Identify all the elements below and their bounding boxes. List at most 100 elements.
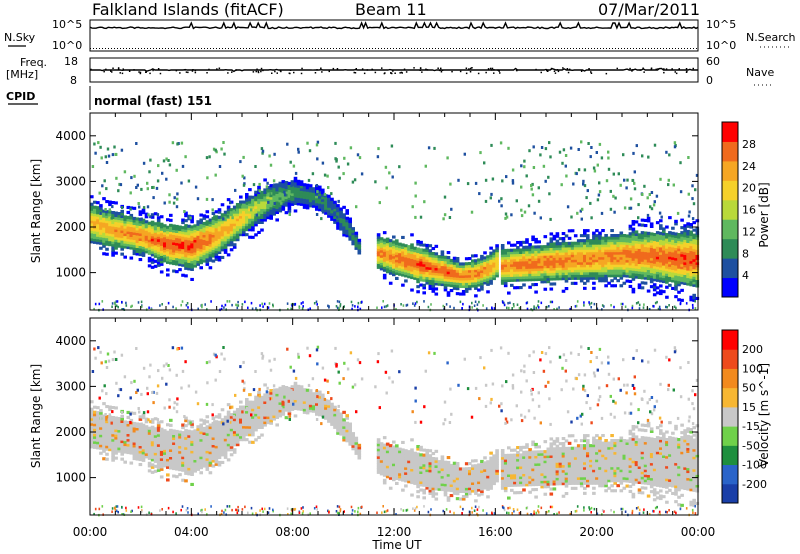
power-cell xyxy=(677,248,681,252)
power-cell xyxy=(223,218,228,222)
nave-dot xyxy=(179,72,181,74)
power-cell xyxy=(616,264,620,268)
power-cell xyxy=(257,200,261,204)
power-cell xyxy=(239,195,243,199)
power-cell xyxy=(619,266,624,270)
power-cell xyxy=(345,226,349,230)
velocity-cell xyxy=(220,428,225,432)
power-cell xyxy=(239,160,242,164)
power-cell xyxy=(392,258,396,262)
power-cell xyxy=(410,245,414,249)
power-cell xyxy=(659,241,663,245)
nave-dot xyxy=(441,69,444,71)
power-cell xyxy=(202,216,207,220)
power-cell xyxy=(652,238,657,242)
nave-dot xyxy=(497,69,499,71)
power-cell xyxy=(257,230,261,234)
power-cell xyxy=(184,241,188,245)
power-cell xyxy=(114,231,118,235)
power-cell xyxy=(157,164,160,168)
power-cell xyxy=(549,277,554,281)
power-cell xyxy=(175,257,179,261)
power-cell xyxy=(395,266,399,270)
power-cell xyxy=(547,175,550,179)
power-cell xyxy=(598,274,602,278)
power-cell xyxy=(184,264,188,268)
power-cell xyxy=(583,249,587,253)
velocity-cell xyxy=(199,458,203,462)
power-cell xyxy=(132,239,137,243)
power-cell xyxy=(416,257,420,261)
power-cell xyxy=(640,248,645,252)
power-cell xyxy=(646,241,651,245)
velocity-cell xyxy=(178,455,182,459)
power-cell xyxy=(257,198,261,202)
power-cell xyxy=(296,194,301,198)
power-cell xyxy=(610,251,614,255)
velocity-cell xyxy=(245,420,249,424)
power-cell xyxy=(184,234,188,238)
power-cell xyxy=(169,246,173,250)
power-cell xyxy=(589,274,593,278)
power-cell xyxy=(193,226,197,230)
power-cell xyxy=(495,261,499,265)
power-cell xyxy=(537,247,541,251)
power-cell xyxy=(555,274,560,278)
power-cell xyxy=(117,234,121,238)
velocity-cell xyxy=(105,440,109,444)
power-cell xyxy=(217,210,222,214)
power-cell xyxy=(570,271,575,275)
power-cell xyxy=(223,225,228,229)
velocity-cell xyxy=(184,444,188,448)
nave-dot xyxy=(321,71,323,73)
power-cell xyxy=(214,222,219,226)
power-cell xyxy=(202,214,207,218)
velocity-cell xyxy=(90,425,94,429)
velocity-cell xyxy=(120,452,124,456)
power-cell xyxy=(437,270,442,274)
power-cell xyxy=(534,260,538,264)
power-cell xyxy=(601,274,605,278)
velocity-cell xyxy=(223,450,228,454)
power-cell xyxy=(616,239,620,243)
power-cell xyxy=(416,267,420,271)
power-cell xyxy=(665,258,669,262)
power-cell xyxy=(187,262,191,266)
velocity-cell xyxy=(187,457,191,461)
power-cell xyxy=(540,275,544,279)
velocity-cell xyxy=(245,425,249,429)
velocity-cell xyxy=(239,425,243,429)
velocity-cell xyxy=(105,415,109,419)
power-cell xyxy=(390,144,394,148)
power-cell xyxy=(392,250,396,254)
power-cell xyxy=(513,268,517,272)
power-cell xyxy=(619,249,624,253)
power-cell xyxy=(449,281,454,285)
power-cell xyxy=(382,251,387,255)
velocity-cell xyxy=(147,451,152,455)
velocity-cell xyxy=(223,443,228,447)
power-cell xyxy=(622,153,625,157)
power-cell xyxy=(223,213,228,217)
power-cell xyxy=(695,219,700,223)
power-cell xyxy=(135,224,140,228)
power-cell xyxy=(281,185,286,189)
power-cell xyxy=(495,274,499,278)
power-cell xyxy=(486,277,490,281)
power-cell xyxy=(268,154,271,158)
power-cell xyxy=(123,240,127,244)
power-cell xyxy=(229,240,234,244)
power-cell xyxy=(561,244,566,248)
power-cell xyxy=(589,239,593,243)
power-cell xyxy=(692,281,696,285)
nave-dot xyxy=(332,67,335,70)
power-cell xyxy=(146,181,149,185)
power-cell xyxy=(104,208,107,211)
power-cell xyxy=(516,246,520,250)
velocity-cell xyxy=(117,437,121,441)
power-cell xyxy=(404,279,408,283)
power-cell xyxy=(156,248,161,252)
power-cell xyxy=(117,224,121,228)
power-cell xyxy=(111,248,115,252)
velocity-cell xyxy=(242,435,246,439)
